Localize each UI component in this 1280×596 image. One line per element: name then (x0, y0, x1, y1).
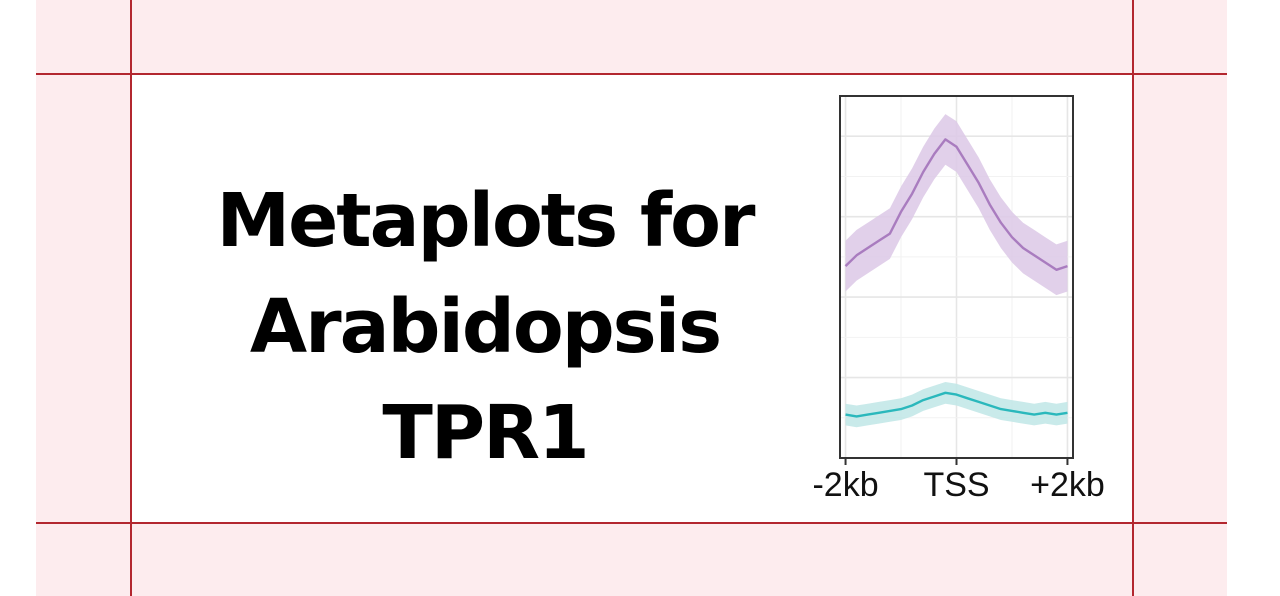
series-2-band (845, 382, 1068, 428)
page-margin-left (0, 0, 36, 596)
title-line-1: Metaplots for (216, 178, 755, 264)
series-lines (844, 138, 1068, 418)
x-axis-ticks (844, 458, 1069, 465)
title-line-2: Arabidopsis TPR1 (249, 284, 722, 476)
series-2-line (845, 391, 1068, 418)
page-title: Metaplots for Arabidopsis TPR1 (140, 168, 830, 486)
series-1-line (844, 138, 1068, 272)
guide-line-top (36, 73, 1227, 75)
x-tick-label: TSS (923, 466, 989, 504)
page-margin-right (1227, 0, 1280, 596)
guide-line-left (130, 0, 132, 596)
guide-line-bottom (36, 522, 1227, 524)
metaplot-chart: -2kb TSS +2kb (812, 95, 1105, 504)
x-tick-label: -2kb (812, 466, 878, 504)
confidence-bands (845, 114, 1068, 428)
x-tick-label: +2kb (1030, 466, 1105, 504)
guide-line-right (1132, 0, 1134, 596)
series-1-band (845, 114, 1068, 296)
x-axis-tick-labels: -2kb TSS +2kb (812, 466, 1104, 504)
